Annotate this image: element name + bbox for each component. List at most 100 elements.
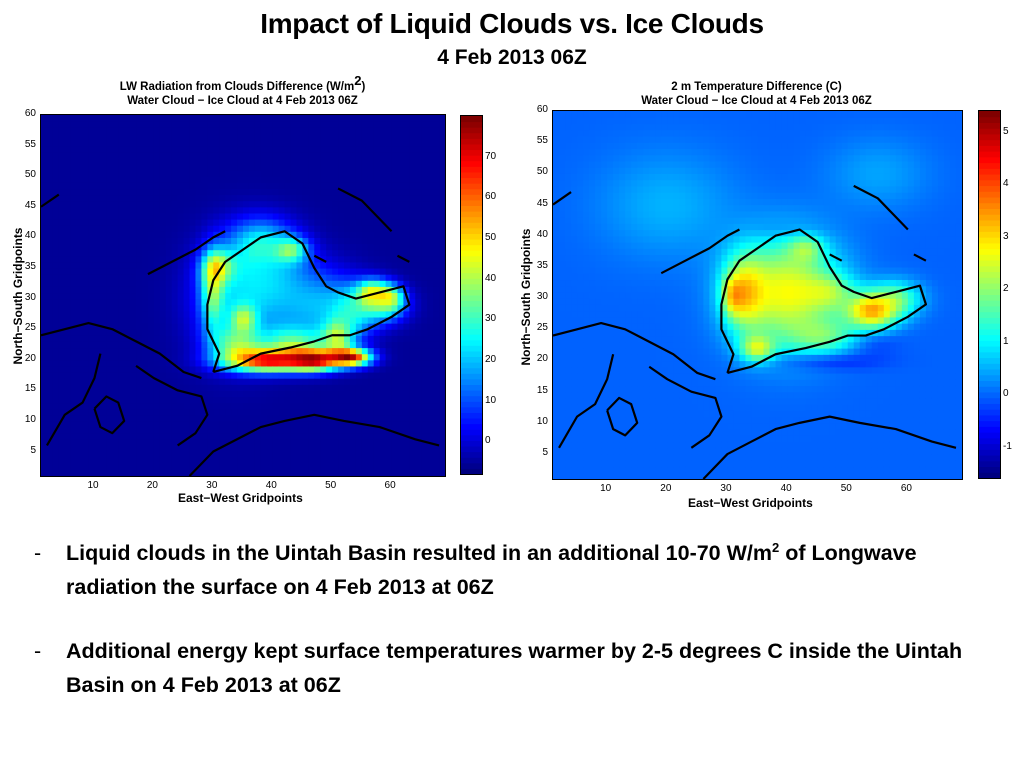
- heatmap-cell: [290, 457, 298, 465]
- heatmap-cell: [290, 463, 298, 471]
- heatmap-cell: [433, 163, 440, 171]
- heatmap-cell: [559, 266, 566, 274]
- heatmap-cell: [106, 463, 113, 471]
- heatmap-cell: [112, 176, 119, 183]
- heatmap-cell: [136, 396, 143, 404]
- heatmap-cell: [153, 115, 161, 122]
- heatmap-cell: [553, 167, 560, 174]
- heatmap-cell: [326, 255, 333, 263]
- heatmap-cell: [177, 298, 185, 306]
- heatmap-cell: [219, 121, 226, 128]
- heatmap-cell: [577, 173, 584, 181]
- heatmap-cell: [332, 463, 339, 471]
- heatmap-cell: [76, 157, 84, 165]
- heatmap-cell: [619, 354, 626, 362]
- heatmap-cell: [201, 353, 208, 361]
- heatmap-cell: [225, 457, 232, 465]
- heatmap-cell: [136, 384, 143, 391]
- heatmap-cell: [118, 280, 125, 287]
- heatmap-cell: [385, 439, 393, 447]
- heatmap-cell: [344, 151, 351, 159]
- heatmap-cell: [373, 261, 381, 269]
- heatmap-cell: [601, 298, 608, 305]
- heatmap-cell: [290, 335, 298, 342]
- heatmap-cell: [367, 347, 375, 355]
- lw-colorbar-gradient: [461, 116, 482, 475]
- heatmap-cell: [76, 365, 84, 373]
- heatmap-cell: [397, 188, 405, 196]
- heatmap-cell: [213, 115, 220, 122]
- heatmap-cell: [284, 316, 292, 324]
- heatmap-cell: [409, 451, 416, 459]
- heatmap-cell: [213, 267, 220, 275]
- heatmap-cell: [631, 260, 638, 268]
- heatmap-cell: [142, 231, 149, 238]
- heatmap-cell: [619, 235, 626, 243]
- heatmap-cell: [52, 390, 60, 398]
- heatmap-cell: [355, 347, 363, 355]
- heatmap-cell: [52, 212, 60, 220]
- heatmap-cell: [409, 200, 416, 208]
- heatmap-cell: [41, 194, 48, 202]
- heatmap-cell: [433, 194, 440, 202]
- heatmap-cell: [619, 273, 626, 281]
- heatmap-cell: [201, 157, 208, 165]
- heatmap-cell: [41, 371, 48, 379]
- heatmap-cell: [373, 133, 381, 141]
- heatmap-cell: [195, 359, 203, 367]
- heatmap-cell: [41, 341, 48, 349]
- heatmap-cell: [248, 463, 256, 471]
- heatmap-cell: [171, 121, 179, 128]
- heatmap-cell: [41, 182, 48, 190]
- heatmap-cell: [88, 304, 96, 312]
- heatmap-cell: [207, 323, 214, 330]
- heatmap-cell: [243, 433, 250, 440]
- heatmap-cell: [439, 274, 445, 281]
- heatmap-cell: [260, 323, 268, 330]
- heatmap-cell: [349, 390, 357, 398]
- heatmap-cell: [183, 304, 191, 312]
- heatmap-cell: [344, 445, 351, 453]
- heatmap-cell: [112, 280, 119, 287]
- heatmap-cell: [391, 115, 399, 122]
- heatmap-cell: [409, 469, 416, 476]
- heatmap-cell: [225, 445, 232, 453]
- heatmap-cell: [58, 439, 66, 447]
- heatmap-cell: [100, 127, 107, 134]
- heatmap-cell: [332, 451, 339, 459]
- heatmap-cell: [409, 127, 416, 134]
- heatmap-cell: [631, 348, 638, 355]
- heatmap-cell: [637, 366, 644, 374]
- heatmap-cell: [46, 255, 54, 263]
- heatmap-cell: [106, 225, 113, 232]
- heatmap-cell: [243, 408, 250, 416]
- heatmap-cell: [201, 390, 208, 398]
- heatmap-cell: [58, 420, 66, 428]
- heatmap-cell: [397, 225, 405, 232]
- heatmap-cell: [439, 341, 445, 349]
- heatmap-cell: [118, 200, 125, 208]
- heatmap-cell: [100, 249, 107, 257]
- heatmap-cell: [58, 365, 66, 373]
- heatmap-cell: [367, 433, 375, 440]
- heatmap-cell: [373, 457, 381, 465]
- heatmap-cell: [88, 316, 96, 324]
- heatmap-cell: [94, 353, 102, 361]
- heatmap-cell: [183, 133, 191, 141]
- heatmap-cell: [397, 139, 405, 147]
- heatmap-cell: [195, 139, 203, 147]
- heatmap-cell: [332, 157, 339, 165]
- heatmap-cell: [308, 390, 315, 398]
- heatmap-cell: [589, 235, 596, 243]
- heatmap-cell: [637, 391, 644, 399]
- heatmap-cell: [112, 206, 119, 214]
- heatmap-cell: [391, 237, 399, 245]
- heatmap-cell: [379, 255, 387, 263]
- heatmap-cell: [421, 420, 428, 428]
- heatmap-cell: [260, 194, 268, 202]
- heatmap-cell: [58, 139, 66, 147]
- heatmap-cell: [349, 200, 357, 208]
- heatmap-cell: [124, 304, 131, 312]
- heatmap-cell: [260, 115, 268, 122]
- heatmap-cell: [171, 151, 179, 159]
